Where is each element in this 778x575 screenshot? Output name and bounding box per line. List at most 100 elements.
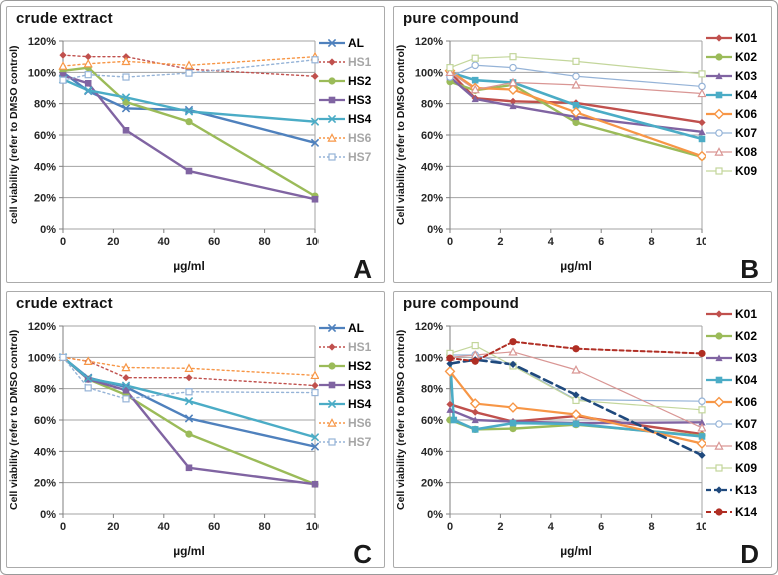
svg-text:60%: 60%	[34, 415, 56, 427]
legend-item-K08: K08	[706, 439, 770, 453]
svg-text:40%: 40%	[34, 446, 56, 458]
svg-text:100%: 100%	[28, 67, 56, 79]
legend-label: K06	[735, 107, 758, 121]
legend-label: K07	[735, 417, 758, 431]
legend-label: HS4	[348, 112, 372, 126]
legend-item-HS1: HS1	[319, 340, 383, 354]
svg-text:100: 100	[306, 236, 319, 248]
legend-swatch	[319, 114, 345, 124]
svg-text:120%: 120%	[415, 321, 443, 333]
legend-item-K04: K04	[706, 88, 770, 102]
x-axis-label: µg/ml	[173, 259, 205, 273]
panel-c-crude-extract: crude extract Cell viability (refer to D…	[6, 291, 385, 568]
x-axis-label: µg/ml	[560, 259, 592, 273]
legend-label: HS4	[348, 397, 372, 411]
legend-item-HS4: HS4	[319, 397, 383, 411]
chart-legend: AL HS1 HS2 HS3 HS4 HS6 HS7	[319, 36, 383, 164]
svg-text:2: 2	[497, 236, 503, 248]
line-chart-plot: 02468100%20%40%60%80%100%120%	[415, 321, 706, 533]
svg-text:0%: 0%	[427, 224, 443, 236]
legend-swatch	[706, 91, 732, 99]
legend-item-K04: K04	[706, 373, 770, 387]
legend-item-K03: K03	[706, 69, 770, 83]
legend-item-HS3: HS3	[319, 378, 383, 392]
legend-swatch	[319, 343, 345, 351]
legend-swatch	[706, 332, 732, 340]
y-axis-tick-labels: 0% 20% 40% 60% 80% 100% 120%	[415, 321, 443, 521]
legend-item-HS7: HS7	[319, 435, 383, 449]
svg-text:60: 60	[208, 236, 220, 248]
legend-item-K06: K06	[706, 107, 770, 121]
line-chart-plot: 0 20 40 60 80 100 0% 20% 40% 60% 80% 100% 120%	[28, 36, 319, 248]
legend-label: K13	[735, 483, 758, 497]
legend-item-K08: K08	[706, 145, 770, 159]
legend-swatch	[706, 396, 732, 408]
legend-item-HS3: HS3	[319, 93, 383, 107]
legend-label: HS6	[348, 131, 372, 145]
svg-text:100%: 100%	[415, 352, 443, 364]
panel-a-crude-extract: crude extract cell viability (refer to D…	[6, 6, 385, 283]
legend-swatch	[706, 486, 732, 494]
svg-text:0: 0	[60, 236, 66, 248]
svg-text:2: 2	[497, 521, 503, 533]
svg-text:20%: 20%	[34, 193, 56, 205]
legend-label: K09	[735, 461, 758, 475]
legend-swatch	[319, 77, 345, 85]
legend-item-HS6: HS6	[319, 131, 383, 145]
svg-text:20%: 20%	[421, 478, 443, 490]
legend-swatch	[319, 438, 345, 446]
legend-item-HS2: HS2	[319, 359, 383, 373]
svg-text:80%: 80%	[421, 384, 443, 396]
legend-swatch	[706, 354, 732, 362]
legend-swatch	[319, 96, 345, 104]
legend-swatch	[319, 362, 345, 370]
legend-label: K04	[735, 88, 758, 102]
svg-text:20%: 20%	[421, 193, 443, 205]
panel-letter: A	[353, 254, 372, 283]
legend-item-HS1: HS1	[319, 55, 383, 69]
x-axis-ticks: 0 20 40 60 80 100	[60, 229, 319, 248]
legend-item-K07: K07	[706, 417, 770, 431]
svg-text:80%: 80%	[34, 384, 56, 396]
legend-swatch	[706, 376, 732, 384]
svg-text:60%: 60%	[421, 415, 443, 427]
legend-label: AL	[348, 321, 364, 335]
legend-swatch	[706, 129, 732, 137]
line-chart-plot: 0 20 40 60 80 100 0% 20% 40% 60% 80% 100% 120%	[28, 321, 319, 533]
legend-label: HS3	[348, 93, 372, 107]
svg-text:80%: 80%	[421, 99, 443, 111]
chart-legend: AL HS1 HS2 HS3 HS4 HS6 HS7	[319, 321, 383, 449]
svg-text:80: 80	[258, 236, 270, 248]
panel-title: pure compound	[403, 295, 519, 312]
legend-label: HS6	[348, 416, 372, 430]
legend-label: K06	[735, 395, 758, 409]
svg-text:100%: 100%	[415, 67, 443, 79]
svg-text:100%: 100%	[28, 352, 56, 364]
svg-text:10: 10	[696, 521, 706, 533]
legend-swatch	[319, 58, 345, 66]
y-axis-tick-labels: 0% 20% 40% 60% 80% 100% 120%	[28, 321, 56, 521]
svg-text:60%: 60%	[34, 130, 56, 142]
legend-label: HS1	[348, 340, 372, 354]
legend-swatch	[706, 508, 732, 516]
legend-item-K03: K03	[706, 351, 770, 365]
svg-text:40%: 40%	[421, 446, 443, 458]
svg-text:120%: 120%	[415, 36, 443, 48]
series-markers	[58, 352, 319, 488]
legend-swatch	[706, 441, 732, 450]
line-chart-plot: 02468100%20%40%60%80%100%120%	[415, 36, 706, 248]
legend-label: K02	[735, 50, 758, 64]
gridlines	[59, 40, 315, 230]
legend-swatch	[706, 167, 732, 175]
svg-text:120%: 120%	[28, 321, 56, 333]
legend-swatch	[706, 53, 732, 61]
panel-d-pure-compound: pure compound Cell viability (refer to D…	[393, 291, 772, 568]
panel-letter: C	[353, 539, 372, 568]
series-lines	[61, 54, 317, 201]
legend-label: K04	[735, 373, 758, 387]
legend-swatch	[319, 399, 345, 409]
legend-label: K03	[735, 351, 758, 365]
svg-text:60%: 60%	[421, 130, 443, 142]
series-markers	[444, 53, 706, 162]
